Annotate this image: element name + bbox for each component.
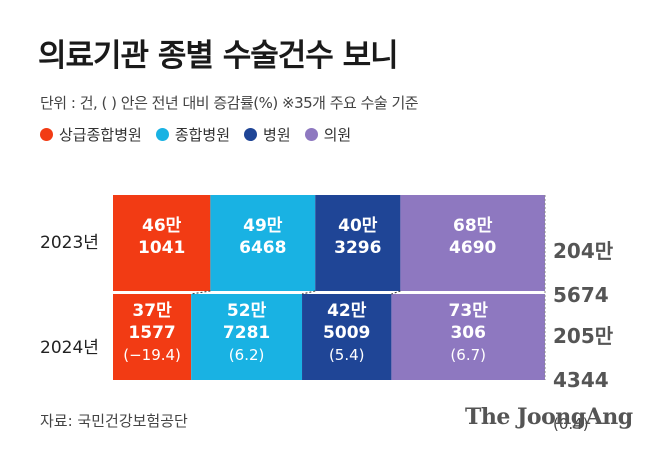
bar-value-label: 7281 bbox=[223, 323, 270, 343]
bar-value-label: 46만 bbox=[142, 216, 182, 236]
bar-value-label: 1041 bbox=[138, 238, 185, 258]
source-note: 자료: 국민건강보험공단 bbox=[40, 412, 188, 430]
bar-value-label: 4690 bbox=[449, 238, 496, 258]
bar-value-label: 306 bbox=[450, 323, 486, 343]
legend-swatch bbox=[40, 128, 53, 141]
legend: 상급종합병원 종합병원 병원 의원 bbox=[40, 124, 351, 145]
bar-change-label: (6.2) bbox=[229, 346, 265, 364]
bar-value-label: 40만 bbox=[338, 216, 378, 236]
bar-value-label: 49만 bbox=[243, 216, 283, 236]
total-2023: 204만 5674 bbox=[553, 218, 613, 328]
chart-title: 의료기관 종별 수술건수 보니 bbox=[38, 38, 399, 74]
bar-value-label: 37만 bbox=[132, 301, 172, 321]
bar-value-label: 73만 bbox=[449, 301, 489, 321]
legend-swatch bbox=[155, 128, 169, 141]
bar-segment bbox=[113, 294, 192, 380]
legend-item: 상급종합병원 bbox=[40, 124, 142, 145]
bar-value-label: 42만 bbox=[327, 301, 367, 321]
bar-segment bbox=[315, 195, 401, 291]
bar-change-label: (−19.4) bbox=[123, 346, 181, 364]
brand-logo: The JoongAng bbox=[465, 404, 633, 430]
legend-label: 종합병원 bbox=[174, 126, 231, 144]
total-2023-line2: 5674 bbox=[553, 283, 609, 307]
connector-line bbox=[191, 290, 211, 295]
year-label-2023: 2023년 bbox=[40, 233, 99, 253]
legend-item: 종합병원 bbox=[155, 124, 231, 145]
bar-value-label: 3296 bbox=[334, 238, 381, 258]
bar-value-label: 6468 bbox=[239, 238, 286, 258]
legend-label: 병원 bbox=[263, 126, 291, 144]
connector-line bbox=[391, 290, 401, 295]
bar-change-label: (6.7) bbox=[450, 346, 486, 364]
bar-value-label: 68만 bbox=[453, 216, 493, 236]
year-label-2024: 2024년 bbox=[40, 338, 99, 358]
total-2023-line1: 204만 bbox=[553, 239, 614, 263]
bar-value-label: 52만 bbox=[227, 301, 267, 321]
bar-segment bbox=[391, 294, 545, 380]
bar-value-label: 5009 bbox=[323, 323, 370, 343]
bar-segment bbox=[113, 195, 211, 291]
total-2024-line1: 205만 bbox=[553, 324, 614, 348]
legend-label: 상급종합병원 bbox=[59, 126, 142, 144]
bar-segment bbox=[191, 294, 303, 380]
bar-change-label: (5.4) bbox=[329, 346, 365, 364]
bar-segment bbox=[400, 195, 545, 291]
legend-item: 의원 bbox=[304, 124, 352, 145]
bar-segment bbox=[302, 294, 392, 380]
bar-segment bbox=[210, 195, 316, 291]
legend-label: 의원 bbox=[323, 126, 352, 144]
chart-subtitle: 단위 : 건, ( ) 안은 전년 대비 증감률(%) ※35개 주요 수술 기… bbox=[40, 94, 419, 112]
bar-value-label: 1577 bbox=[128, 323, 175, 343]
legend-swatch bbox=[244, 128, 258, 141]
total-2024-change: (0.4) bbox=[553, 415, 589, 433]
legend-item: 병원 bbox=[244, 124, 291, 145]
total-2024: 205만 4344 (0.4) bbox=[553, 303, 613, 457]
connector-line bbox=[301, 290, 316, 295]
legend-swatch bbox=[304, 128, 318, 141]
total-2024-line2: 4344 bbox=[553, 368, 609, 392]
